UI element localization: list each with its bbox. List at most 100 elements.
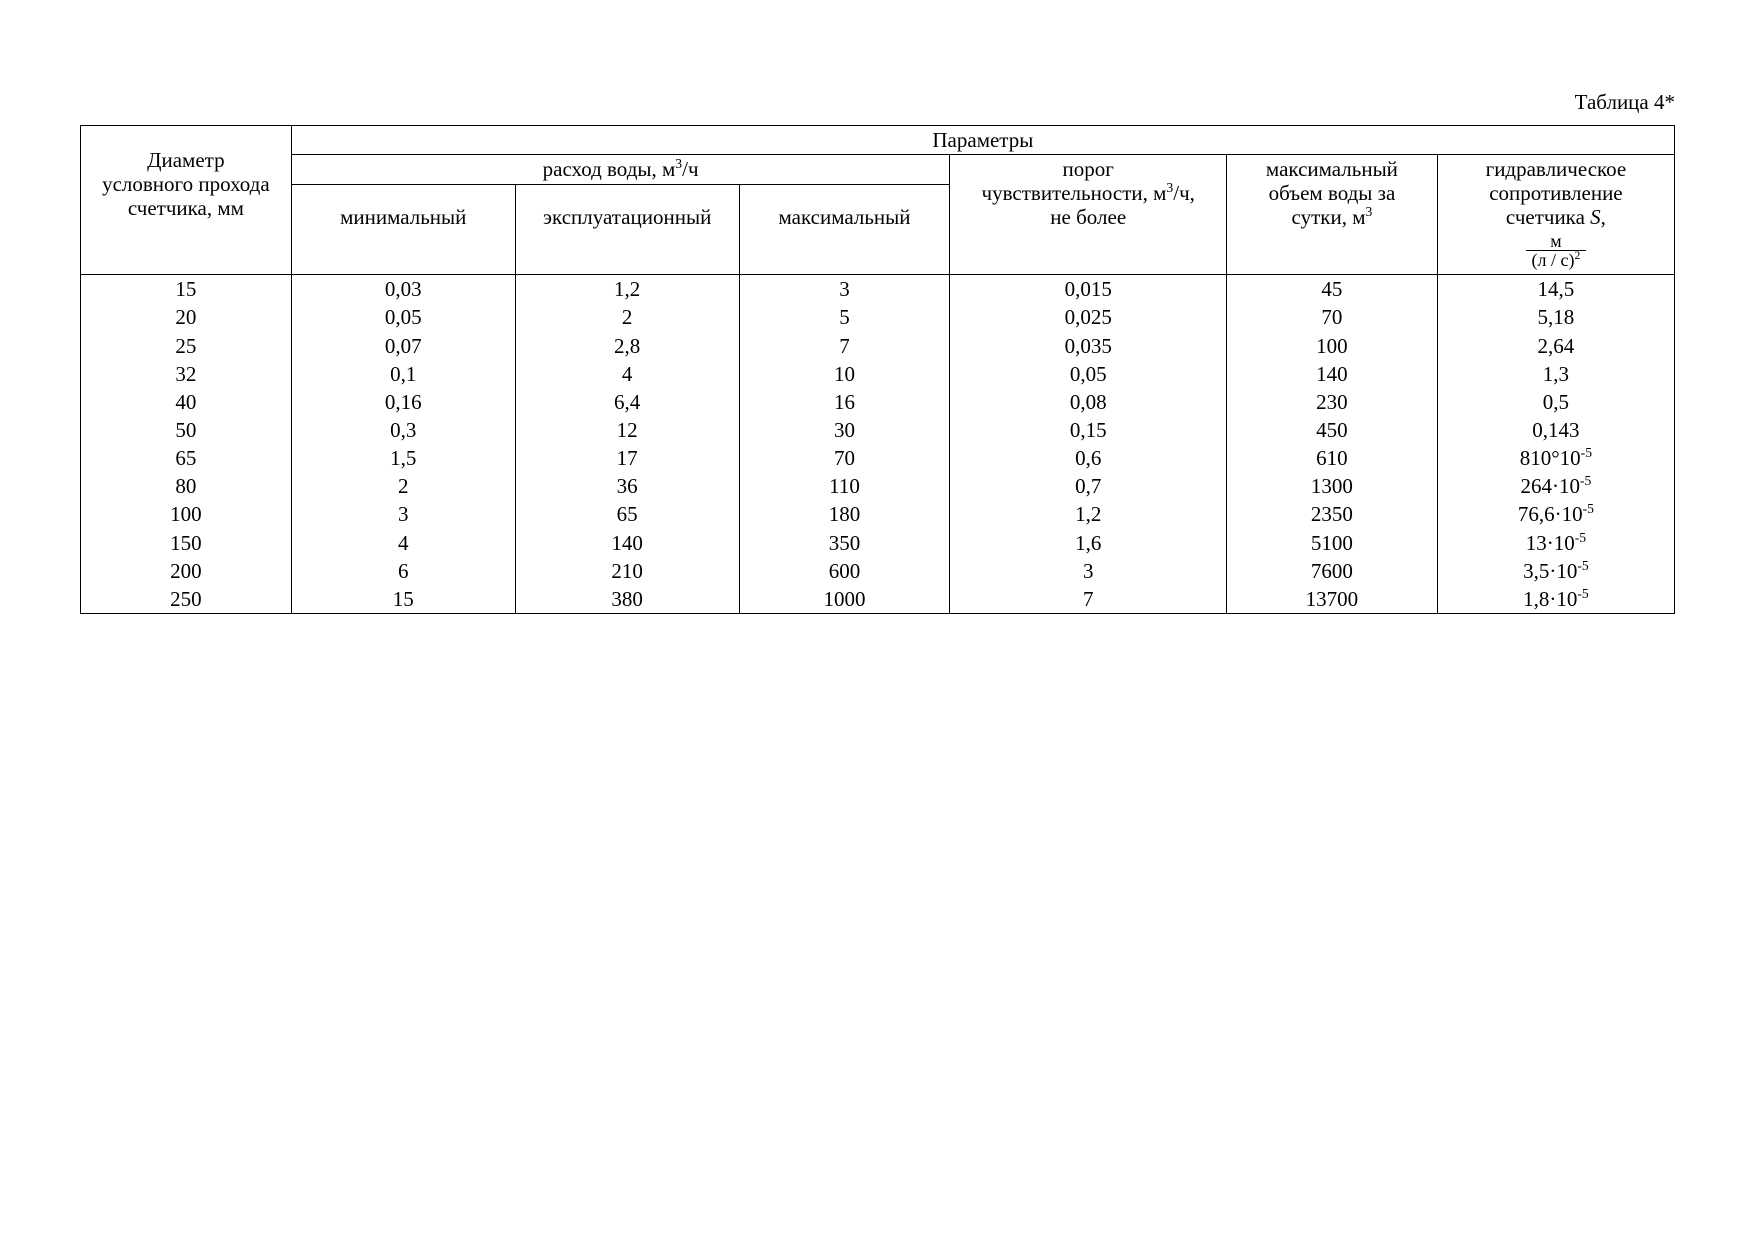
cell-diameter: 100 — [81, 500, 292, 528]
cell-flow-min: 1,5 — [291, 444, 515, 472]
col-header-flow-max: максимальный — [739, 184, 950, 275]
cell-threshold: 1,2 — [950, 500, 1227, 528]
table-row: 2006210600376003,5·10-5 — [81, 557, 1675, 585]
cell-resistance: 13·10-5 — [1437, 529, 1674, 557]
cell-threshold: 0,015 — [950, 275, 1227, 304]
cell-volume: 45 — [1227, 275, 1438, 304]
cell-flow-min: 4 — [291, 529, 515, 557]
cell-flow-max: 7 — [739, 332, 950, 360]
cell-flow-min: 6 — [291, 557, 515, 585]
parameters-table: Диаметр условного прохода счетчика, мм П… — [80, 125, 1675, 614]
thr-l2-pre: чувствительности, м — [982, 181, 1167, 205]
cell-threshold: 1,6 — [950, 529, 1227, 557]
cell-flow-min: 0,3 — [291, 416, 515, 444]
cell-volume: 230 — [1227, 388, 1438, 416]
cell-flow-oper: 210 — [515, 557, 739, 585]
cell-volume: 140 — [1227, 360, 1438, 388]
cell-flow-min: 0,05 — [291, 303, 515, 331]
cell-resistance: 1,3 — [1437, 360, 1674, 388]
cell-volume: 1300 — [1227, 472, 1438, 500]
cell-threshold: 3 — [950, 557, 1227, 585]
cell-volume: 100 — [1227, 332, 1438, 360]
col-header-resistance: гидравлическое сопротивление счетчика S,… — [1437, 155, 1674, 275]
col-header-params: Параметры — [291, 126, 1674, 155]
res-frac-den: (л / с)2 — [1526, 250, 1587, 270]
table-row: 2501538010007137001,8·10-5 — [81, 585, 1675, 614]
cell-flow-max: 16 — [739, 388, 950, 416]
table-row: 200,05250,025705,18 — [81, 303, 1675, 331]
cell-diameter: 200 — [81, 557, 292, 585]
table-row: 150,031,230,0154514,5 — [81, 275, 1675, 304]
res-l2: сопротивление — [1489, 181, 1622, 205]
res-l3-S: S — [1590, 205, 1601, 229]
cell-resistance: 2,64 — [1437, 332, 1674, 360]
col-header-threshold: порог чувствительности, м3/ч, не более — [950, 155, 1227, 275]
cell-flow-max: 30 — [739, 416, 950, 444]
hdr-d-l3: счетчика, мм — [128, 196, 244, 220]
cell-flow-max: 10 — [739, 360, 950, 388]
thr-l2-post: /ч, — [1173, 181, 1195, 205]
cell-threshold: 0,035 — [950, 332, 1227, 360]
vol-l3-sup: 3 — [1365, 204, 1372, 219]
cell-volume: 7600 — [1227, 557, 1438, 585]
cell-diameter: 40 — [81, 388, 292, 416]
cell-resistance: 5,18 — [1437, 303, 1674, 331]
thr-l3: не более — [1050, 205, 1126, 229]
cell-volume: 2350 — [1227, 500, 1438, 528]
res-unit-fraction: м (л / с)2 — [1526, 230, 1587, 273]
cell-diameter: 15 — [81, 275, 292, 304]
cell-flow-oper: 36 — [515, 472, 739, 500]
cell-flow-oper: 6,4 — [515, 388, 739, 416]
vol-l2: объем воды за — [1269, 181, 1396, 205]
cell-flow-max: 1000 — [739, 585, 950, 614]
cell-flow-oper: 380 — [515, 585, 739, 614]
cell-flow-min: 2 — [291, 472, 515, 500]
cell-flow-oper: 4 — [515, 360, 739, 388]
res-l3-post: , — [1601, 205, 1606, 229]
cell-flow-max: 350 — [739, 529, 950, 557]
flow-pre: расход воды, м — [543, 157, 676, 181]
cell-resistance: 0,5 — [1437, 388, 1674, 416]
cell-resistance: 76,6·10-5 — [1437, 500, 1674, 528]
hdr-d-l2: условного прохода — [102, 172, 270, 196]
res-frac-den-pre: (л / с) — [1532, 250, 1575, 270]
cell-volume: 13700 — [1227, 585, 1438, 614]
col-header-flow-min: минимальный — [291, 184, 515, 275]
cell-diameter: 80 — [81, 472, 292, 500]
table-row: 1003651801,2235076,6·10-5 — [81, 500, 1675, 528]
col-header-flow-oper: эксплуатационный — [515, 184, 739, 275]
cell-threshold: 0,05 — [950, 360, 1227, 388]
cell-flow-min: 0,1 — [291, 360, 515, 388]
cell-flow-min: 0,07 — [291, 332, 515, 360]
cell-flow-min: 0,03 — [291, 275, 515, 304]
cell-diameter: 25 — [81, 332, 292, 360]
cell-flow-oper: 65 — [515, 500, 739, 528]
cell-threshold: 0,15 — [950, 416, 1227, 444]
table-row: 250,072,870,0351002,64 — [81, 332, 1675, 360]
cell-flow-max: 180 — [739, 500, 950, 528]
table-caption: Таблица 4* — [80, 90, 1675, 115]
cell-diameter: 32 — [81, 360, 292, 388]
flow-post: /ч — [682, 157, 698, 181]
cell-flow-oper: 2 — [515, 303, 739, 331]
cell-threshold: 0,025 — [950, 303, 1227, 331]
cell-flow-min: 3 — [291, 500, 515, 528]
cell-resistance: 264·10-5 — [1437, 472, 1674, 500]
cell-diameter: 20 — [81, 303, 292, 331]
table-row: 500,312300,154500,143 — [81, 416, 1675, 444]
cell-resistance: 14,5 — [1437, 275, 1674, 304]
table-row: 400,166,4160,082300,5 — [81, 388, 1675, 416]
cell-flow-min: 0,16 — [291, 388, 515, 416]
res-frac-den-sup: 2 — [1574, 249, 1580, 262]
cell-volume: 70 — [1227, 303, 1438, 331]
cell-resistance: 3,5·10-5 — [1437, 557, 1674, 585]
table-row: 15041403501,6510013·10-5 — [81, 529, 1675, 557]
cell-flow-max: 600 — [739, 557, 950, 585]
cell-flow-oper: 17 — [515, 444, 739, 472]
cell-threshold: 7 — [950, 585, 1227, 614]
hdr-d-l1: Диаметр — [147, 148, 224, 172]
cell-resistance: 810°10-5 — [1437, 444, 1674, 472]
cell-diameter: 150 — [81, 529, 292, 557]
table-row: 320,14100,051401,3 — [81, 360, 1675, 388]
cell-volume: 5100 — [1227, 529, 1438, 557]
